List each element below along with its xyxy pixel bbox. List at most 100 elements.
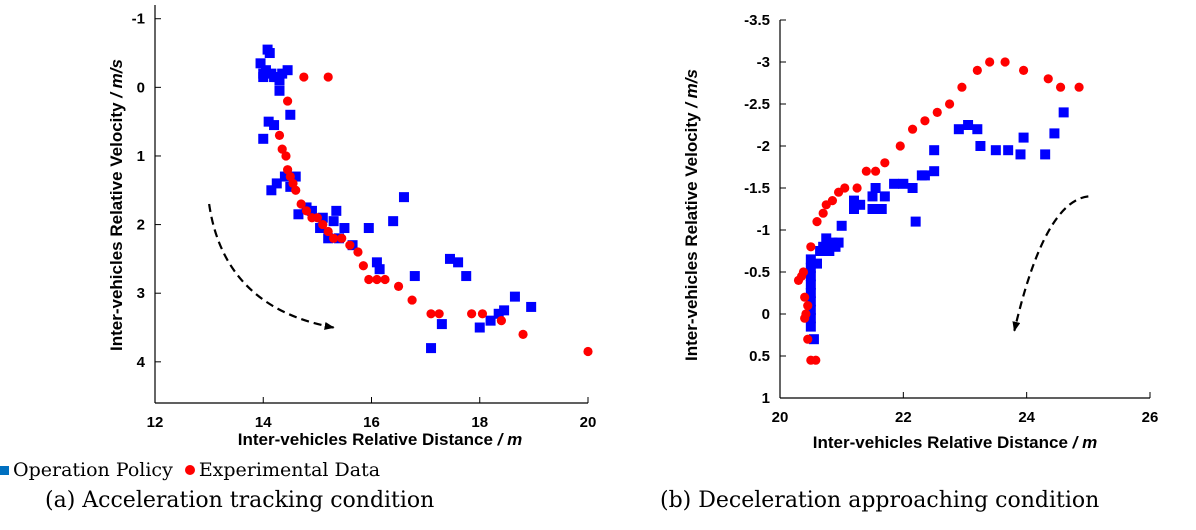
operation-policy-point	[285, 109, 296, 120]
operation-policy-point	[876, 204, 887, 214]
operation-policy-point	[436, 319, 447, 330]
experimental-data-point	[353, 247, 363, 257]
operation-policy-point	[290, 171, 301, 182]
y-tick-label: -1	[132, 11, 145, 28]
operation-policy-point	[398, 192, 409, 203]
operation-policy-point	[328, 216, 339, 227]
experimental-data-point	[840, 183, 850, 193]
experimental-data-point	[1055, 82, 1066, 92]
operation-policy-point	[898, 178, 909, 189]
operation-policy-point	[274, 85, 285, 96]
experimental-data-point	[434, 309, 444, 319]
experimental-data-point	[806, 242, 816, 252]
y-tick-label: -2	[757, 138, 770, 155]
y-tick-label: -2.5	[744, 96, 770, 113]
experimental-data-point	[329, 233, 339, 243]
experimental-data-point	[312, 213, 322, 223]
y-tick-label: -3	[757, 54, 770, 71]
operation-policy-point	[282, 65, 293, 76]
operation-policy-point	[266, 185, 277, 196]
operation-policy-point	[919, 170, 930, 181]
experimental-data-point	[803, 301, 813, 311]
experimental-data-legend-marker	[184, 465, 195, 475]
experimental-data-point	[496, 316, 506, 326]
y-tick-label: 4	[137, 354, 146, 371]
x-tick-label: 22	[895, 409, 912, 426]
experimental-data-point	[827, 196, 838, 206]
x-tick-label: 12	[147, 414, 164, 431]
operation-policy-point	[323, 233, 334, 244]
experimental-data-point	[895, 141, 905, 151]
y-tick-label: 1	[762, 390, 770, 407]
operation-policy-point	[821, 233, 832, 244]
operation-policy-point	[331, 205, 342, 216]
experimental-data-point	[583, 346, 593, 357]
legend: Operation Policy Experimental Data	[0, 455, 380, 485]
operation-policy-point	[805, 262, 816, 273]
experimental-data-point	[345, 240, 355, 250]
experimental-data-point	[318, 219, 328, 230]
operation-policy-legend-marker	[0, 465, 9, 475]
x-axis-label: Inter-vehicles Relative Distance / m	[238, 430, 522, 449]
y-tick-label: -3.5	[744, 12, 770, 29]
y-tick-label: -1	[757, 222, 770, 239]
experimental-data-point	[818, 208, 828, 218]
operation-policy-point	[509, 291, 520, 302]
caption-b: (b) Deceleration approaching condition	[660, 488, 1100, 513]
experimental-data-point	[301, 206, 312, 216]
operation-policy-point	[805, 296, 816, 307]
operation-policy-point	[849, 195, 859, 206]
experimental-data-point	[1074, 82, 1084, 92]
y-tick-label: 1	[137, 148, 145, 165]
operation-policy-point	[339, 223, 350, 234]
experimental-data-point	[920, 116, 930, 126]
experimental-data-point	[299, 72, 309, 82]
operation-policy-point	[963, 120, 974, 130]
operation-policy-point	[907, 183, 918, 193]
experimental-data-point	[972, 65, 982, 75]
experimental-data-point	[870, 166, 881, 176]
experimental-data-point	[291, 185, 301, 195]
operation-policy-point	[953, 124, 964, 135]
operation-policy-point	[972, 124, 983, 135]
operation-policy-point	[274, 75, 285, 86]
experimental-data-point	[1043, 74, 1053, 84]
operation-policy-point	[833, 237, 844, 248]
operation-policy-point	[867, 191, 878, 202]
y-tick-label: 0.5	[749, 348, 770, 365]
trend-arrow	[1012, 195, 1089, 332]
experimental-data-point	[798, 267, 809, 277]
operation-policy-point	[812, 258, 822, 269]
operation-policy-point	[258, 133, 269, 144]
experimental-data-point	[518, 329, 528, 339]
operation-policy-point	[805, 288, 816, 298]
x-tick-label: 18	[471, 414, 488, 431]
y-tick-label: -1.5	[744, 180, 770, 197]
experimental-data-point	[372, 274, 382, 285]
operation-policy-point	[279, 171, 290, 182]
experimental-data-point	[323, 72, 333, 82]
operation-policy-point	[271, 178, 282, 189]
operation-policy-point	[306, 205, 317, 216]
operation-policy-point	[409, 271, 420, 282]
operation-policy-point	[929, 166, 940, 177]
operation-policy-point	[1049, 128, 1060, 139]
operation-policy-point	[499, 305, 510, 316]
operation-policy-point	[474, 322, 485, 333]
operation-policy-point	[990, 145, 1001, 156]
experimental-data-point	[811, 355, 821, 365]
operation-policy-point	[808, 334, 819, 345]
operation-policy-point	[453, 257, 464, 268]
experimental-data-point	[803, 334, 813, 344]
operation-policy-point	[818, 241, 829, 252]
operation-policy-point	[805, 321, 816, 332]
experimental-data-point	[1000, 57, 1010, 67]
x-tick-label: 20	[580, 414, 597, 431]
operation-policy-point	[485, 315, 496, 326]
experimental-data-point	[932, 107, 942, 117]
y-tick-label: 0	[762, 306, 770, 323]
experimental-data-point	[283, 96, 293, 106]
operation-policy-point	[805, 313, 816, 324]
x-tick-label: 20	[772, 409, 789, 426]
operation-policy-point	[526, 301, 537, 312]
